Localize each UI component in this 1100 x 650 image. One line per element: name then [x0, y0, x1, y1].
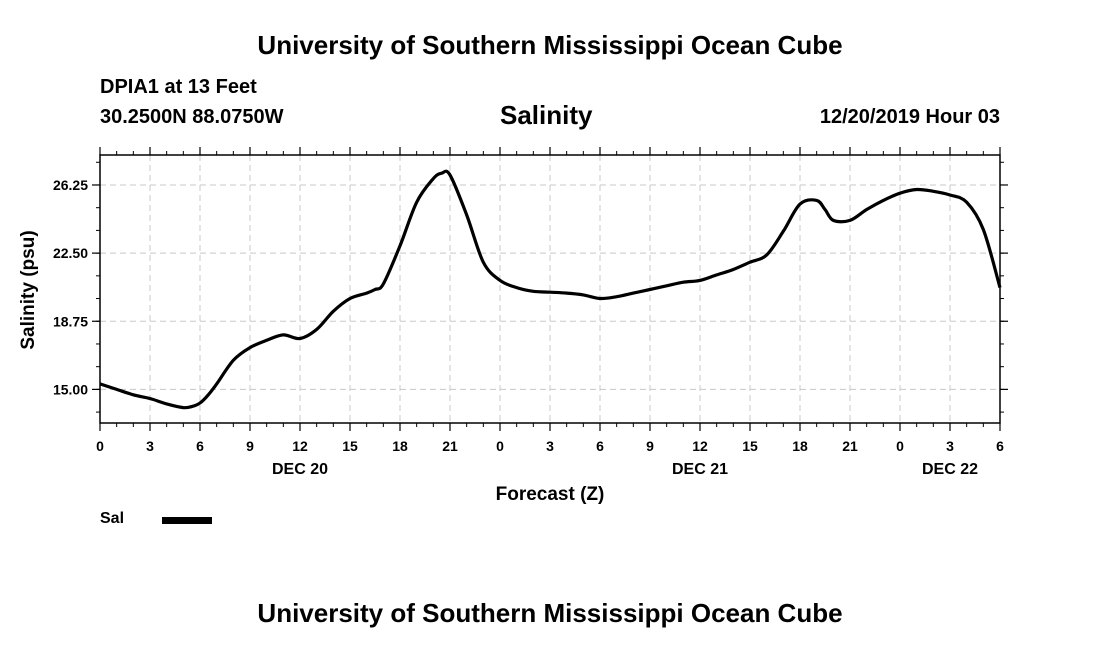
- x-tick-label: 9: [246, 438, 254, 454]
- day-label: DEC 20: [272, 461, 328, 478]
- run-time-label: 12/20/2019 Hour 03: [819, 106, 1000, 128]
- x-tick-label: 15: [742, 438, 758, 454]
- x-tick-label: 21: [842, 438, 858, 454]
- x-tick-label: 15: [342, 438, 358, 454]
- x-tick-label: 3: [146, 438, 154, 454]
- chart-main-title: University of Southern Mississippi Ocean…: [257, 30, 843, 60]
- legend-label: Sal: [100, 510, 125, 527]
- x-axis-label: Forecast (Z): [496, 484, 605, 505]
- x-tick-label: 18: [792, 438, 808, 454]
- x-tick-label: 18: [392, 438, 408, 454]
- x-tick-label: 6: [196, 438, 204, 454]
- y-tick-label: 15.00: [53, 381, 88, 397]
- x-tick-label: 9: [646, 438, 654, 454]
- y-tick-label: 22.50: [53, 245, 88, 261]
- x-tick-label: 0: [496, 438, 504, 454]
- x-tick-label: 6: [596, 438, 604, 454]
- x-tick-label: 21: [442, 438, 458, 454]
- y-axis-label: Salinity (psu): [18, 230, 39, 349]
- legend-line-swatch: [162, 517, 212, 524]
- x-tick-label: 12: [292, 438, 308, 454]
- series-line-sal: [99, 169, 1002, 410]
- x-tick-label: 6: [996, 438, 1004, 454]
- series-layer: [99, 169, 1002, 410]
- x-tick-label: 0: [896, 438, 904, 454]
- day-label: DEC 22: [922, 461, 978, 478]
- x-tick-label: 3: [546, 438, 554, 454]
- x-tick-label: 3: [946, 438, 954, 454]
- day-label: DEC 21: [672, 461, 728, 478]
- axes: 0 3 6 9 12 15 18 21 0 3 6 9 12 15 18 21 0 3 6 DEC 20 DEC 21 D…: [53, 147, 1008, 478]
- station-label: DPIA1 at 13 Feet: [100, 76, 257, 98]
- y-tick-label: 26.25: [53, 177, 88, 193]
- y-tick-label: 18.75: [53, 313, 88, 329]
- coordinates-label: 30.2500N 88.0750W: [100, 106, 284, 128]
- x-tick-label: 12: [692, 438, 708, 454]
- grid-lines: [100, 155, 1000, 423]
- parameter-title: Salinity: [500, 100, 593, 130]
- chart-footer-title: University of Southern Mississippi Ocean…: [257, 598, 843, 628]
- x-tick-label: 0: [96, 438, 104, 454]
